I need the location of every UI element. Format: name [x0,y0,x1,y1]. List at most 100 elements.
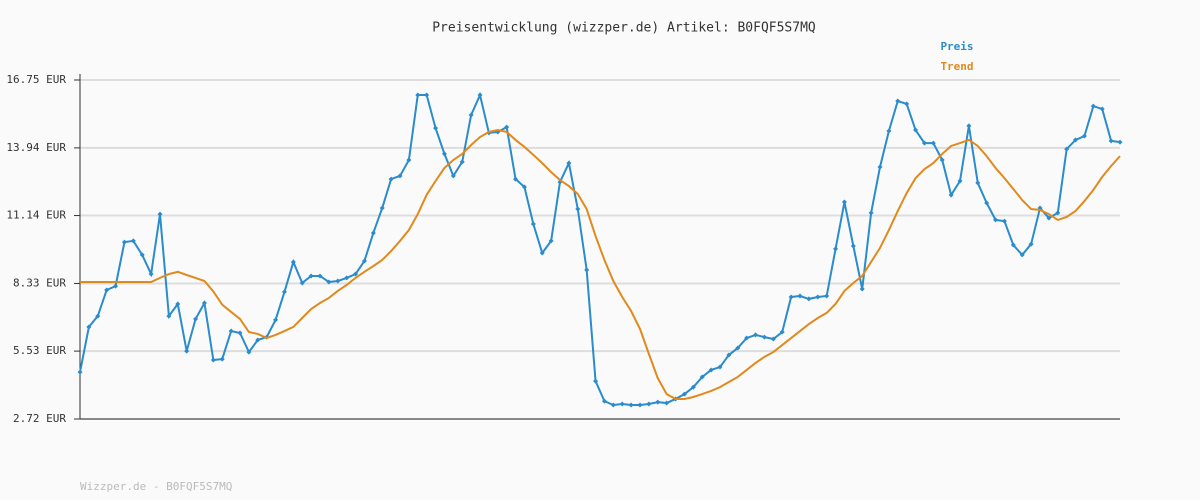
data-point [379,205,385,211]
data-point [539,250,545,256]
data-point [619,401,625,407]
data-point [593,378,599,384]
data-point [1046,215,1052,221]
data-point [735,345,741,351]
data-point [228,328,234,334]
data-point [975,180,981,186]
data-point [833,246,839,252]
data-point [646,401,652,407]
data-point [779,329,785,335]
data-point [601,398,607,404]
data-point [895,98,901,104]
data-point [797,293,803,299]
data-point [753,332,759,338]
data-point [566,160,572,166]
data-point [317,273,323,279]
y-tick-label: 16.75 EUR [6,73,66,86]
data-point [513,176,519,182]
data-point [708,367,714,373]
data-point [877,164,883,170]
data-point [610,402,616,408]
data-point [477,92,483,98]
data-point [326,279,332,285]
data-point [130,238,136,244]
data-point [468,112,474,118]
data-point [406,157,412,163]
y-tick-label: 13.94 EUR [6,141,66,154]
data-point [930,140,936,146]
data-point [281,289,287,295]
data-point [459,159,465,165]
series-line [80,128,1121,400]
data-point [1081,133,1087,139]
data-point [584,267,590,273]
legend-label: Preis [940,40,973,53]
data-point [104,287,110,293]
data-point [299,280,305,286]
data-point [504,124,510,130]
data-point [450,173,456,179]
y-tick-label: 5.53 EUR [13,344,66,357]
data-point [415,92,421,98]
data-point [148,271,154,277]
data-point [841,199,847,205]
data-point [921,140,927,146]
data-point [637,402,643,408]
data-point [744,335,750,341]
data-point [273,317,279,323]
data-point [655,399,661,405]
data-point [984,200,990,206]
data-point [1117,139,1123,145]
data-point [353,271,359,277]
data-point [575,206,581,212]
series-line [79,91,1121,407]
data-point [308,273,314,279]
data-point [77,369,83,375]
data-point [850,243,856,249]
data-point [788,294,794,300]
data-point [1001,218,1007,224]
data-point [1099,106,1105,112]
data-point [913,127,919,133]
data-point [1055,210,1061,216]
data-point [255,337,261,343]
data-point [237,330,243,336]
data-point [993,217,999,223]
data-point [904,101,910,107]
data-point [690,384,696,390]
data-point [957,178,963,184]
data-point [113,283,119,289]
data-point [139,252,145,258]
data-point [175,301,181,307]
data-point [806,296,812,302]
data-point [1073,137,1079,143]
legend-label: Trend [940,60,973,73]
data-point [210,357,216,363]
data-point [966,123,972,129]
data-point [441,151,447,157]
data-point [628,402,634,408]
data-point [681,391,687,397]
data-point [397,173,403,179]
y-tick-label: 2.72 EUR [13,412,66,425]
y-tick-label: 11.14 EUR [6,209,66,222]
data-point [1028,241,1034,247]
data-point [193,316,199,322]
data-point [726,352,732,358]
data-point [859,286,865,292]
data-point [184,348,190,354]
data-point [521,184,527,190]
data-point [201,300,207,306]
footer: Wizzper.de - B0FQF5S7MQ [80,480,232,493]
chart-title: Preisentwicklung (wizzper.de) Artikel: B… [432,21,816,36]
data-point [868,210,874,216]
data-point [699,374,705,380]
data-point [717,364,723,370]
data-point [1010,242,1016,248]
data-point [1090,103,1096,109]
data-point [344,275,350,281]
data-point [433,125,439,131]
data-point [886,128,892,134]
data-point [95,313,101,319]
